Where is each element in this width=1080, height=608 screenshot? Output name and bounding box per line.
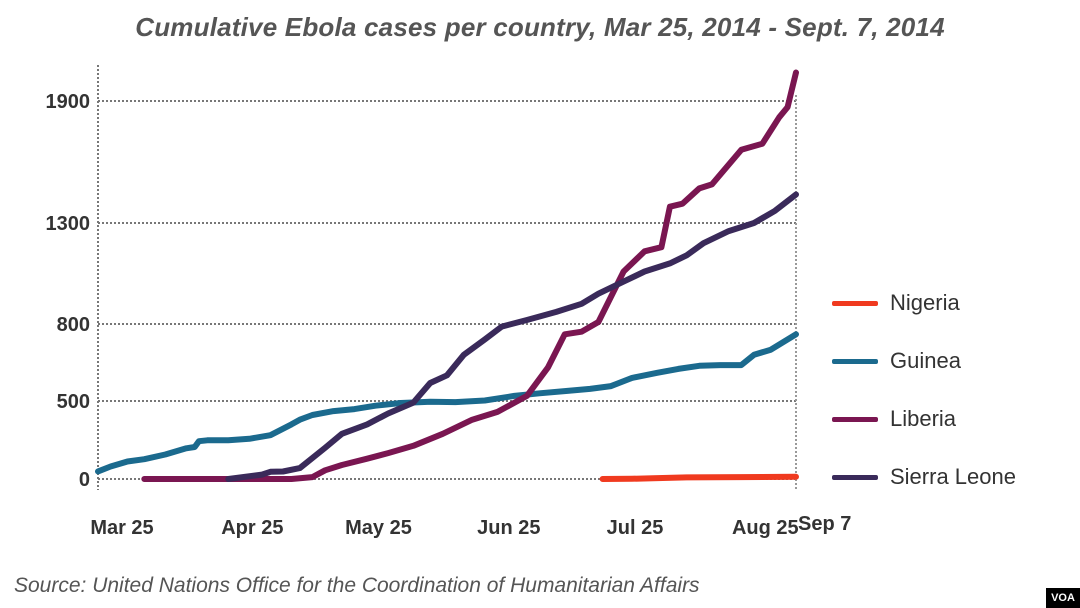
y-tick-label: 500 (57, 391, 90, 413)
legend-swatch (832, 359, 878, 364)
series-line-guinea (95, 331, 799, 475)
series-line-nigeria (599, 473, 799, 482)
series-line-liberia (141, 69, 799, 482)
axes (97, 65, 797, 490)
voa-logo: VOA (1046, 588, 1080, 608)
series-line-sierra-leone (225, 191, 799, 482)
legend-label: Nigeria (890, 290, 960, 315)
legend-label: Sierra Leone (890, 464, 1016, 489)
y-tick-label: 1300 (46, 213, 91, 235)
legend-swatch (832, 475, 878, 480)
series-lines (95, 69, 799, 482)
y-tick-label: 1900 (46, 91, 91, 113)
x-tick-label: Aug 25 (732, 517, 799, 539)
legend-label: Liberia (890, 406, 957, 431)
x-tick-label: Sep 7 (798, 513, 851, 535)
y-tick-label: 800 (57, 314, 90, 336)
x-tick-label: Apr 25 (221, 517, 283, 539)
x-tick-label: Mar 25 (90, 517, 153, 539)
x-tick-label: May 25 (345, 517, 412, 539)
tick-labels: 0 500 800 1300 1900 Mar 25 Apr 25 May 25 Jun 25 J… (46, 91, 852, 539)
y-tick-label: 0 (79, 469, 90, 491)
legend-label: Guinea (890, 348, 961, 373)
source-note: Source: United Nations Office for the Co… (14, 574, 700, 597)
x-tick-label: Jul 25 (607, 517, 664, 539)
legend-swatch (832, 301, 878, 306)
legend-swatch (832, 417, 878, 422)
x-tick-label: Jun 25 (477, 517, 540, 539)
chart-title: Cumulative Ebola cases per country, Mar … (135, 12, 945, 42)
gridlines (98, 100, 796, 480)
